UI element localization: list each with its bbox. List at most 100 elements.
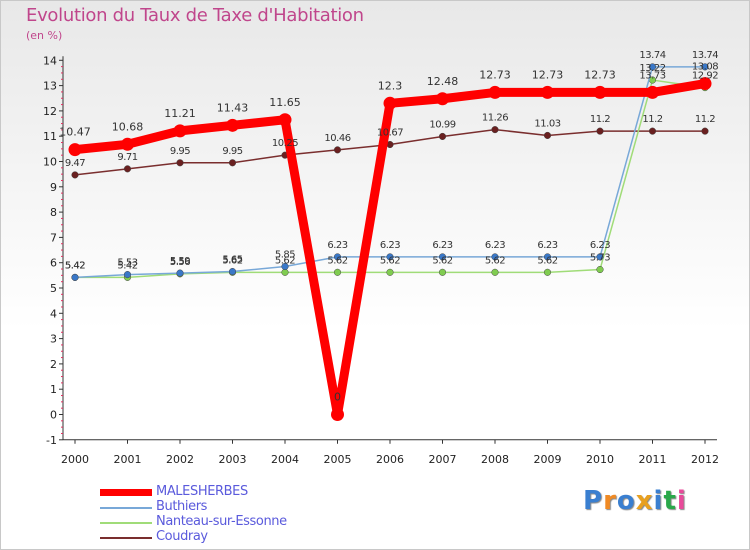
x-tick-label: 2012 [691, 453, 719, 466]
data-label-coudray: 11.2 [695, 114, 715, 125]
data-label-nanteau-sur-essonne: 5.62 [485, 255, 505, 266]
x-tick-label: 2005 [324, 453, 352, 466]
data-point-coudray [701, 127, 709, 135]
data-point-buthiers [491, 253, 499, 261]
y-tick-label: 14 [43, 54, 57, 67]
data-label-malesherbes: 10.68 [112, 120, 144, 133]
data-point-nanteau-sur-essonne [543, 268, 552, 276]
data-point-nanteau-sur-essonne [438, 268, 447, 276]
data-label-nanteau-sur-essonne: 5.42 [65, 260, 85, 271]
data-label-nanteau-sur-essonne: 5.62 [432, 255, 452, 266]
data-label-malesherbes: 11.43 [217, 101, 249, 114]
data-label-buthiers: 6.23 [590, 240, 610, 251]
data-label-buthiers: 6.23 [485, 240, 505, 251]
data-point-nanteau-sur-essonne [596, 265, 604, 274]
x-tick-label: 2007 [429, 453, 457, 466]
y-tick-label: 6 [50, 257, 57, 270]
data-label-buthiers: 5.85 [275, 249, 295, 260]
x-tick-label: 2008 [481, 453, 509, 466]
data-point-coudray [596, 127, 604, 135]
data-point-coudray [71, 171, 79, 179]
data-point-buthiers [386, 253, 394, 261]
logo-letter: t [663, 486, 677, 516]
data-label-coudray: 11.03 [534, 118, 560, 129]
data-label-malesherbes: 12.73 [479, 68, 511, 81]
legend-swatch-nanteau [100, 522, 152, 524]
y-tick-label: 7 [50, 231, 57, 244]
data-point-coudray [123, 165, 132, 173]
data-label-coudray: 10.46 [324, 133, 350, 144]
data-point-coudray [648, 127, 657, 135]
data-label-buthiers: 13.74 [692, 50, 718, 61]
y-tick-label: 1 [50, 383, 57, 396]
chart-title: Evolution du Taux de Taxe d'Habitation [26, 5, 364, 26]
logo-letter: i [676, 486, 687, 516]
data-label-coudray: 11.2 [642, 114, 662, 125]
data-label-buthiers: 5.42 [65, 260, 85, 271]
data-point-malesherbes [698, 77, 712, 91]
data-point-nanteau-sur-essonne [386, 268, 394, 276]
logo-letter: r [603, 486, 617, 516]
proxiti-logo: Proxiti [583, 486, 687, 516]
data-point-malesherbes [226, 118, 239, 132]
data-point-malesherbes [593, 85, 607, 99]
data-label-nanteau-sur-essonne: 5.56 [170, 257, 190, 268]
legend-label: Coudray [156, 529, 208, 544]
legend-swatch-buthiers [100, 507, 152, 509]
data-point-malesherbes [436, 92, 449, 106]
x-tick-label: 2001 [114, 453, 142, 466]
y-tick-label: 5 [50, 282, 57, 295]
data-label-buthiers: 5.65 [222, 255, 242, 266]
y-tick-label: 9 [50, 181, 57, 194]
data-point-malesherbes [488, 85, 502, 99]
data-label-buthiers: 6.23 [327, 240, 347, 251]
data-label-buthiers: 6.23 [380, 240, 400, 251]
y-tick-label: -1 [46, 434, 57, 447]
data-point-coudray [543, 131, 552, 139]
data-point-buthiers [333, 253, 342, 261]
data-label-nanteau-sur-essonne: 5.62 [222, 255, 242, 266]
legend-swatch-malesherbes [100, 489, 152, 496]
data-point-coudray [438, 132, 447, 141]
data-label-buthiers: 6.23 [432, 240, 452, 251]
data-point-malesherbes [173, 124, 187, 138]
data-label-malesherbes: 11.21 [164, 107, 196, 120]
data-point-buthiers [438, 253, 447, 261]
data-point-nanteau-sur-essonne [333, 268, 342, 276]
y-tick-label: 11 [43, 130, 57, 143]
data-point-buthiers [596, 253, 604, 261]
data-label-malesherbes: 12.48 [427, 75, 459, 88]
legend-label: MALESHERBES [156, 484, 248, 499]
data-point-buthiers [648, 63, 657, 71]
data-point-buthiers [228, 268, 237, 276]
x-tick-label: 2002 [166, 453, 194, 466]
data-point-malesherbes [68, 143, 82, 157]
legend-label: Buthiers [156, 499, 208, 514]
data-point-coudray [491, 126, 499, 134]
data-label-buthiers: 5.53 [117, 258, 137, 269]
y-tick-label: 3 [50, 333, 57, 346]
data-point-malesherbes [383, 96, 397, 110]
y-tick-label: 12 [43, 105, 57, 118]
data-label-coudray: 10.67 [377, 128, 403, 139]
legend-swatch-coudray [100, 537, 152, 539]
data-label-coudray: 9.47 [65, 158, 85, 169]
data-point-buthiers [123, 271, 132, 279]
chart-subtitle: (en %) [26, 29, 63, 42]
data-label-nanteau-sur-essonne: 5.62 [275, 255, 295, 266]
data-point-buthiers [701, 63, 709, 71]
x-tick-label: 2004 [271, 453, 299, 466]
data-label-malesherbes: 12.73 [584, 68, 616, 81]
logo-letter: o [616, 486, 636, 516]
data-point-buthiers [543, 253, 552, 261]
y-tick-label: 4 [50, 307, 57, 320]
data-label-buthiers: 13.74 [639, 50, 665, 61]
data-label-extra: 13.73 [639, 70, 665, 81]
data-point-malesherbes [541, 85, 554, 99]
data-label-coudray: 9.71 [117, 152, 137, 163]
y-tick-label: 2 [50, 358, 57, 371]
x-tick-label: 2009 [534, 453, 562, 466]
data-point-malesherbes [331, 408, 344, 421]
data-point-coudray [228, 159, 237, 167]
